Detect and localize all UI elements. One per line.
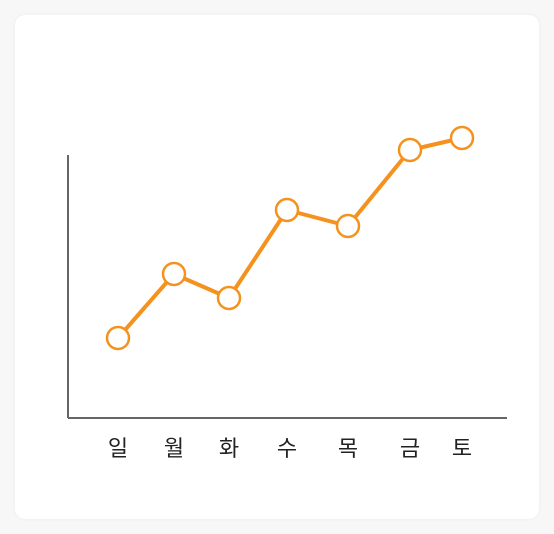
data-point-1	[163, 263, 185, 285]
x-tick-label-3: 수	[277, 437, 297, 462]
data-point-5	[399, 139, 421, 161]
x-tick-label-1: 월	[164, 437, 184, 462]
data-markers	[107, 127, 473, 349]
x-tick-label-4: 목	[338, 437, 358, 462]
data-point-6	[451, 127, 473, 149]
data-point-4	[337, 215, 359, 237]
data-point-0	[107, 327, 129, 349]
series-line	[118, 138, 462, 338]
data-point-3	[276, 199, 298, 221]
x-tick-label-6: 토	[452, 437, 472, 462]
data-point-2	[218, 287, 240, 309]
x-tick-label-5: 금	[400, 437, 420, 462]
x-tick-label-0: 일	[108, 437, 128, 462]
x-tick-label-2: 화	[219, 437, 239, 462]
